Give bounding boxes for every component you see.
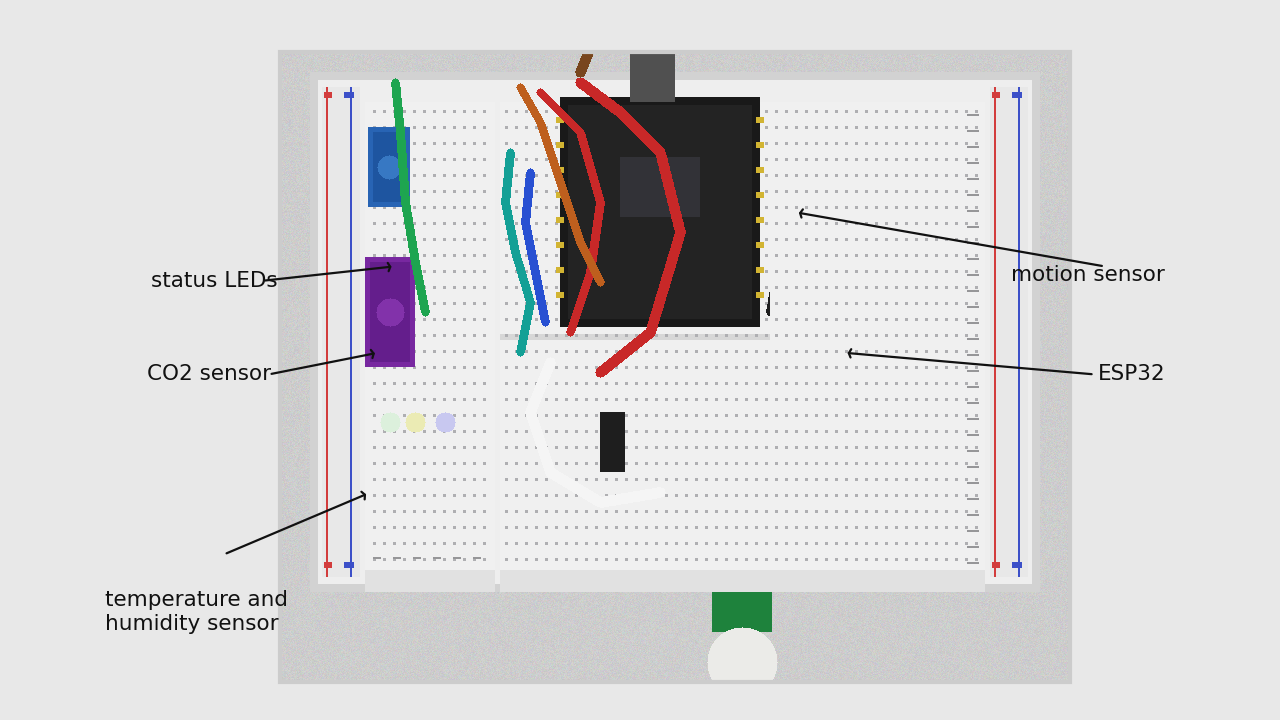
Text: temperature and
humidity sensor: temperature and humidity sensor — [105, 590, 288, 634]
Text: motion sensor: motion sensor — [1011, 265, 1165, 285]
Text: CO2 sensor: CO2 sensor — [147, 364, 271, 384]
Text: status LEDs: status LEDs — [151, 271, 278, 291]
Text: ESP32: ESP32 — [1098, 364, 1166, 384]
Bar — [280, 52, 1070, 682]
